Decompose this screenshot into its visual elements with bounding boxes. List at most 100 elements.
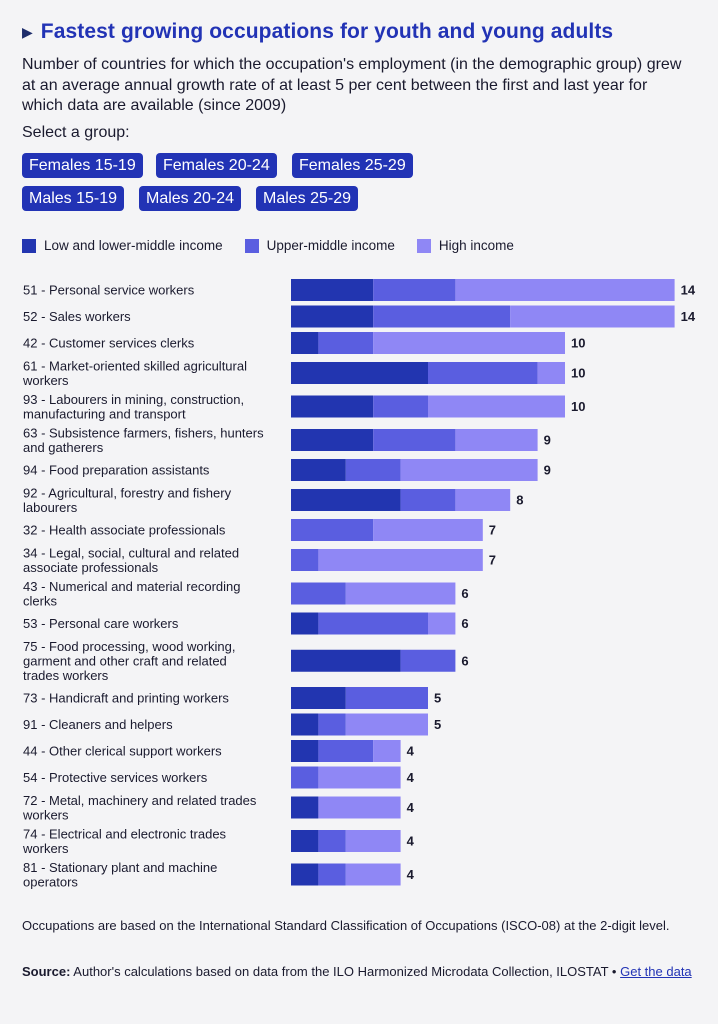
chart-legend: Low and lower-middle income Upper-middle… (22, 238, 536, 253)
bar-segment-upper[interactable] (345, 687, 428, 709)
bar-segment-high[interactable] (345, 582, 456, 605)
bar-row: 61 - Market-oriented skilled agricultura… (22, 358, 585, 388)
bar-segment-low[interactable] (291, 713, 319, 736)
bar-segment-high[interactable] (428, 612, 456, 635)
bar-segment-high[interactable] (510, 305, 675, 328)
legend-item-low[interactable]: Low and lower-middle income (22, 238, 223, 253)
bar-segment-upper[interactable] (291, 582, 346, 605)
group-button-females-15-19[interactable]: Females 15-19 (22, 153, 143, 178)
category-label: 32 - Health associate professionals (23, 523, 226, 538)
bar-segment-high[interactable] (455, 489, 511, 511)
bar-segment-high[interactable] (373, 740, 401, 762)
value-label: 6 (461, 616, 468, 631)
bar-segment-upper[interactable] (318, 830, 346, 852)
category-label: 81 - Stationary plant and machine operato… (23, 860, 217, 890)
value-label: 14 (681, 283, 696, 298)
bar-segment-low[interactable] (291, 305, 374, 328)
bar-segment-low[interactable] (291, 395, 374, 418)
value-label: 9 (544, 463, 551, 478)
bar-segment-low[interactable] (291, 279, 374, 301)
legend-swatch-high (416, 238, 431, 253)
bar-segment-low[interactable] (291, 796, 319, 819)
bar-segment-upper[interactable] (318, 713, 346, 736)
value-label: 4 (407, 770, 415, 785)
bar-segment-upper[interactable] (291, 549, 319, 571)
bar-row: 51 - Personal service workers 14 (23, 279, 696, 301)
get-the-data-link[interactable]: Get the data (620, 964, 692, 979)
legend-item-upper[interactable]: Upper-middle income (244, 238, 395, 253)
bar-segment-low[interactable] (291, 459, 346, 481)
value-label: 10 (571, 336, 585, 351)
group-button-males-25-29[interactable]: Males 25-29 (256, 186, 359, 211)
bar-segment-low[interactable] (291, 687, 346, 709)
category-label: 61 - Market-oriented skilled agricultura… (22, 358, 247, 388)
bar-segment-high[interactable] (537, 362, 565, 384)
legend-label-high: High income (438, 238, 514, 253)
value-label: 7 (489, 523, 496, 538)
bar-segment-low[interactable] (291, 429, 374, 451)
bar-segment-high[interactable] (400, 459, 538, 481)
category-label: 43 - Numerical and material recording cle… (23, 579, 240, 609)
bar-segment-low[interactable] (291, 489, 401, 511)
group-button-males-15-19[interactable]: Males 15-19 (22, 186, 125, 211)
bar-segment-low[interactable] (291, 612, 319, 635)
group-select-label: Select a group: (22, 124, 130, 141)
bar-segment-low[interactable] (291, 649, 401, 672)
collapse-arrow-icon[interactable]: ▶ (22, 23, 33, 40)
category-label: 34 - Legal, social, cultural and related… (23, 545, 239, 575)
bar-segment-upper[interactable] (373, 305, 511, 328)
category-label: 63 - Subsistence farmers, fishers, hunte… (23, 425, 264, 455)
bar-segment-upper[interactable] (373, 279, 456, 301)
value-label: 6 (461, 586, 468, 601)
bar-segment-high[interactable] (318, 766, 401, 789)
bar-row: 72 - Metal, machinery and related trades… (22, 793, 415, 823)
bar-segment-upper[interactable] (373, 429, 456, 451)
bar-segment-low[interactable] (291, 332, 319, 354)
bar-segment-upper[interactable] (400, 489, 456, 511)
bar-segment-high[interactable] (318, 549, 483, 571)
category-label: 75 - Food processing, wood working, garme… (23, 639, 235, 683)
bar-segment-low[interactable] (291, 740, 319, 762)
source-label: Source: (22, 964, 71, 979)
category-label: 42 - Customer services clerks (23, 336, 195, 351)
bar-segment-upper[interactable] (428, 362, 538, 384)
bar-segment-high[interactable] (428, 395, 565, 418)
legend-item-high[interactable]: High income (416, 238, 514, 253)
group-button-males-20-24[interactable]: Males 20-24 (139, 186, 242, 211)
bar-segment-upper[interactable] (318, 740, 374, 762)
bar-segment-upper[interactable] (373, 395, 428, 418)
group-button-females-20-24[interactable]: Females 20-24 (156, 153, 277, 178)
bar-row: 53 - Personal care workers 6 (23, 612, 469, 635)
bar-segment-upper[interactable] (345, 459, 401, 481)
bar-row: 34 - Legal, social, cultural and related… (23, 545, 496, 575)
bar-segment-upper[interactable] (400, 649, 456, 672)
group-button-females-25-29[interactable]: Females 25-29 (292, 153, 413, 178)
bar-segment-high[interactable] (373, 332, 565, 354)
bar-segment-high[interactable] (455, 279, 675, 301)
source-text: Author's calculations based on data from… (70, 964, 621, 979)
category-label: 53 - Personal care workers (23, 616, 179, 631)
bar-row: 75 - Food processing, wood working, garme… (23, 639, 469, 683)
bar-row: 92 - Agricultural, forestry and fishery l… (23, 485, 523, 515)
bar-segment-upper[interactable] (291, 519, 374, 541)
bar-segment-high[interactable] (345, 830, 401, 852)
bar-segment-upper[interactable] (318, 332, 374, 354)
bar-segment-upper[interactable] (318, 863, 346, 886)
bar-segment-high[interactable] (345, 713, 428, 736)
value-label: 7 (489, 553, 496, 568)
bar-segment-low[interactable] (291, 362, 428, 384)
bar-row: 32 - Health associate professionals 7 (23, 519, 496, 541)
bar-row: 63 - Subsistence farmers, fishers, hunte… (23, 425, 551, 455)
bar-segment-high[interactable] (455, 429, 538, 451)
bar-row: 81 - Stationary plant and machine operato… (23, 860, 415, 890)
bar-segment-upper[interactable] (318, 612, 428, 635)
value-label: 4 (407, 744, 415, 759)
category-label: 93 - Labourers in mining, construction, m… (23, 392, 244, 422)
bar-segment-high[interactable] (318, 796, 401, 819)
bar-segment-low[interactable] (291, 863, 319, 886)
legend-label-upper: Upper-middle income (266, 238, 395, 253)
bar-segment-high[interactable] (373, 519, 483, 541)
bar-segment-upper[interactable] (291, 766, 319, 789)
bar-segment-low[interactable] (291, 830, 319, 852)
bar-segment-high[interactable] (345, 863, 401, 886)
